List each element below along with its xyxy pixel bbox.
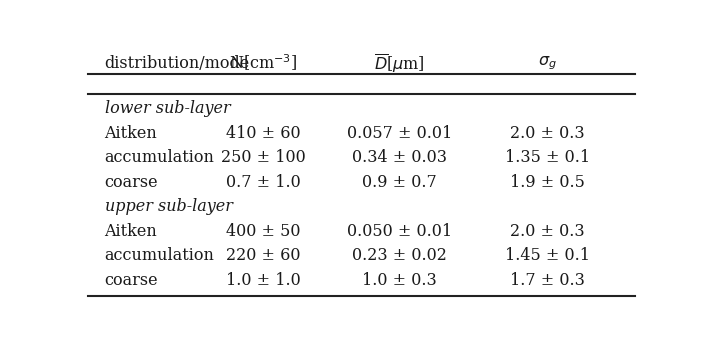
Text: 1.45 ± 0.1: 1.45 ± 0.1 [505, 247, 589, 264]
Text: Aitken: Aitken [104, 223, 157, 240]
Text: 1.7 ± 0.3: 1.7 ± 0.3 [510, 272, 584, 289]
Text: N[cm$^{-3}$]: N[cm$^{-3}$] [229, 53, 297, 73]
Text: 1.9 ± 0.5: 1.9 ± 0.5 [510, 174, 584, 191]
Text: $\overline{D}$[$\mu$m]: $\overline{D}$[$\mu$m] [374, 52, 425, 74]
Text: Aitken: Aitken [104, 124, 157, 141]
Text: 1.35 ± 0.1: 1.35 ± 0.1 [505, 149, 589, 166]
Text: 0.34 ± 0.03: 0.34 ± 0.03 [352, 149, 447, 166]
Text: 0.057 ± 0.01: 0.057 ± 0.01 [347, 124, 452, 141]
Text: 0.9 ± 0.7: 0.9 ± 0.7 [362, 174, 437, 191]
Text: accumulation: accumulation [104, 247, 214, 264]
Text: distribution/mode: distribution/mode [104, 54, 250, 71]
Text: 410 ± 60: 410 ± 60 [226, 124, 300, 141]
Text: coarse: coarse [104, 272, 158, 289]
Text: 2.0 ± 0.3: 2.0 ± 0.3 [510, 223, 584, 240]
Text: 220 ± 60: 220 ± 60 [226, 247, 300, 264]
Text: 250 ± 100: 250 ± 100 [221, 149, 305, 166]
Text: lower sub-layer: lower sub-layer [104, 100, 230, 117]
Text: 2.0 ± 0.3: 2.0 ± 0.3 [510, 124, 584, 141]
Text: 1.0 ± 1.0: 1.0 ± 1.0 [226, 272, 300, 289]
Text: 0.23 ± 0.02: 0.23 ± 0.02 [352, 247, 447, 264]
Text: accumulation: accumulation [104, 149, 214, 166]
Text: coarse: coarse [104, 174, 158, 191]
Text: upper sub-layer: upper sub-layer [104, 198, 233, 215]
Text: $\sigma_g$: $\sigma_g$ [538, 54, 556, 72]
Text: 400 ± 50: 400 ± 50 [226, 223, 300, 240]
Text: 0.7 ± 1.0: 0.7 ± 1.0 [226, 174, 300, 191]
Text: 0.050 ± 0.01: 0.050 ± 0.01 [347, 223, 452, 240]
Text: 1.0 ± 0.3: 1.0 ± 0.3 [362, 272, 437, 289]
